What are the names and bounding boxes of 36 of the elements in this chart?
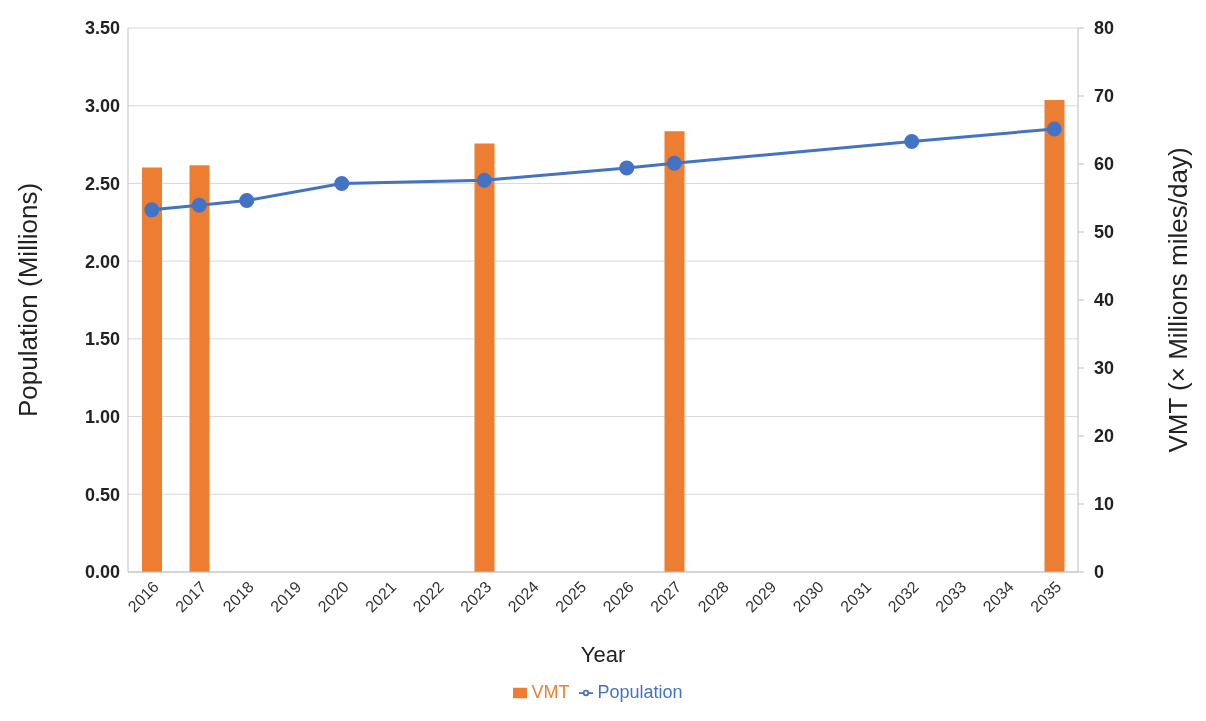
y2-tick-label: 40 [1094, 290, 1115, 310]
y-tick-label: 2.50 [84, 173, 120, 194]
bar [474, 143, 495, 572]
y2-tick-label: 20 [1094, 426, 1115, 446]
bar [189, 165, 210, 572]
y2-tick-label: 10 [1094, 494, 1115, 514]
y2-tick-label: 30 [1094, 358, 1115, 378]
y-axis-title: Population (Millions) [13, 182, 44, 418]
point [476, 172, 492, 188]
y-tick-label: 1.00 [84, 406, 120, 427]
y2-tick-label: 50 [1094, 222, 1115, 242]
y2-tick-label: 60 [1094, 154, 1115, 174]
point [1046, 121, 1062, 137]
bar [664, 131, 685, 572]
point [619, 160, 635, 176]
y2-tick-label: 70 [1094, 86, 1115, 106]
y2-tick-label: 0 [1094, 562, 1105, 582]
y-tick-label: 2.00 [84, 251, 120, 272]
legend-label: Population [597, 682, 683, 702]
point [334, 175, 350, 191]
y-tick-label: 1.50 [84, 329, 120, 350]
y-tick-label: 0.00 [84, 562, 120, 583]
y-tick-label: 3.00 [84, 96, 120, 117]
y-tick-label: 3.50 [84, 18, 120, 39]
x-axis-title: Year [580, 642, 626, 667]
point [191, 197, 207, 213]
y-tick-label: 0.50 [84, 484, 120, 505]
point [144, 202, 160, 218]
point [666, 155, 682, 171]
legend-label: VMT [531, 682, 570, 702]
y2-axis-title: VMT (× Millions miles/day) [1163, 147, 1194, 453]
bar [1044, 100, 1065, 572]
y2-tick-label: 80 [1094, 18, 1115, 38]
point [904, 133, 920, 149]
bar [142, 167, 162, 572]
point [239, 193, 255, 209]
